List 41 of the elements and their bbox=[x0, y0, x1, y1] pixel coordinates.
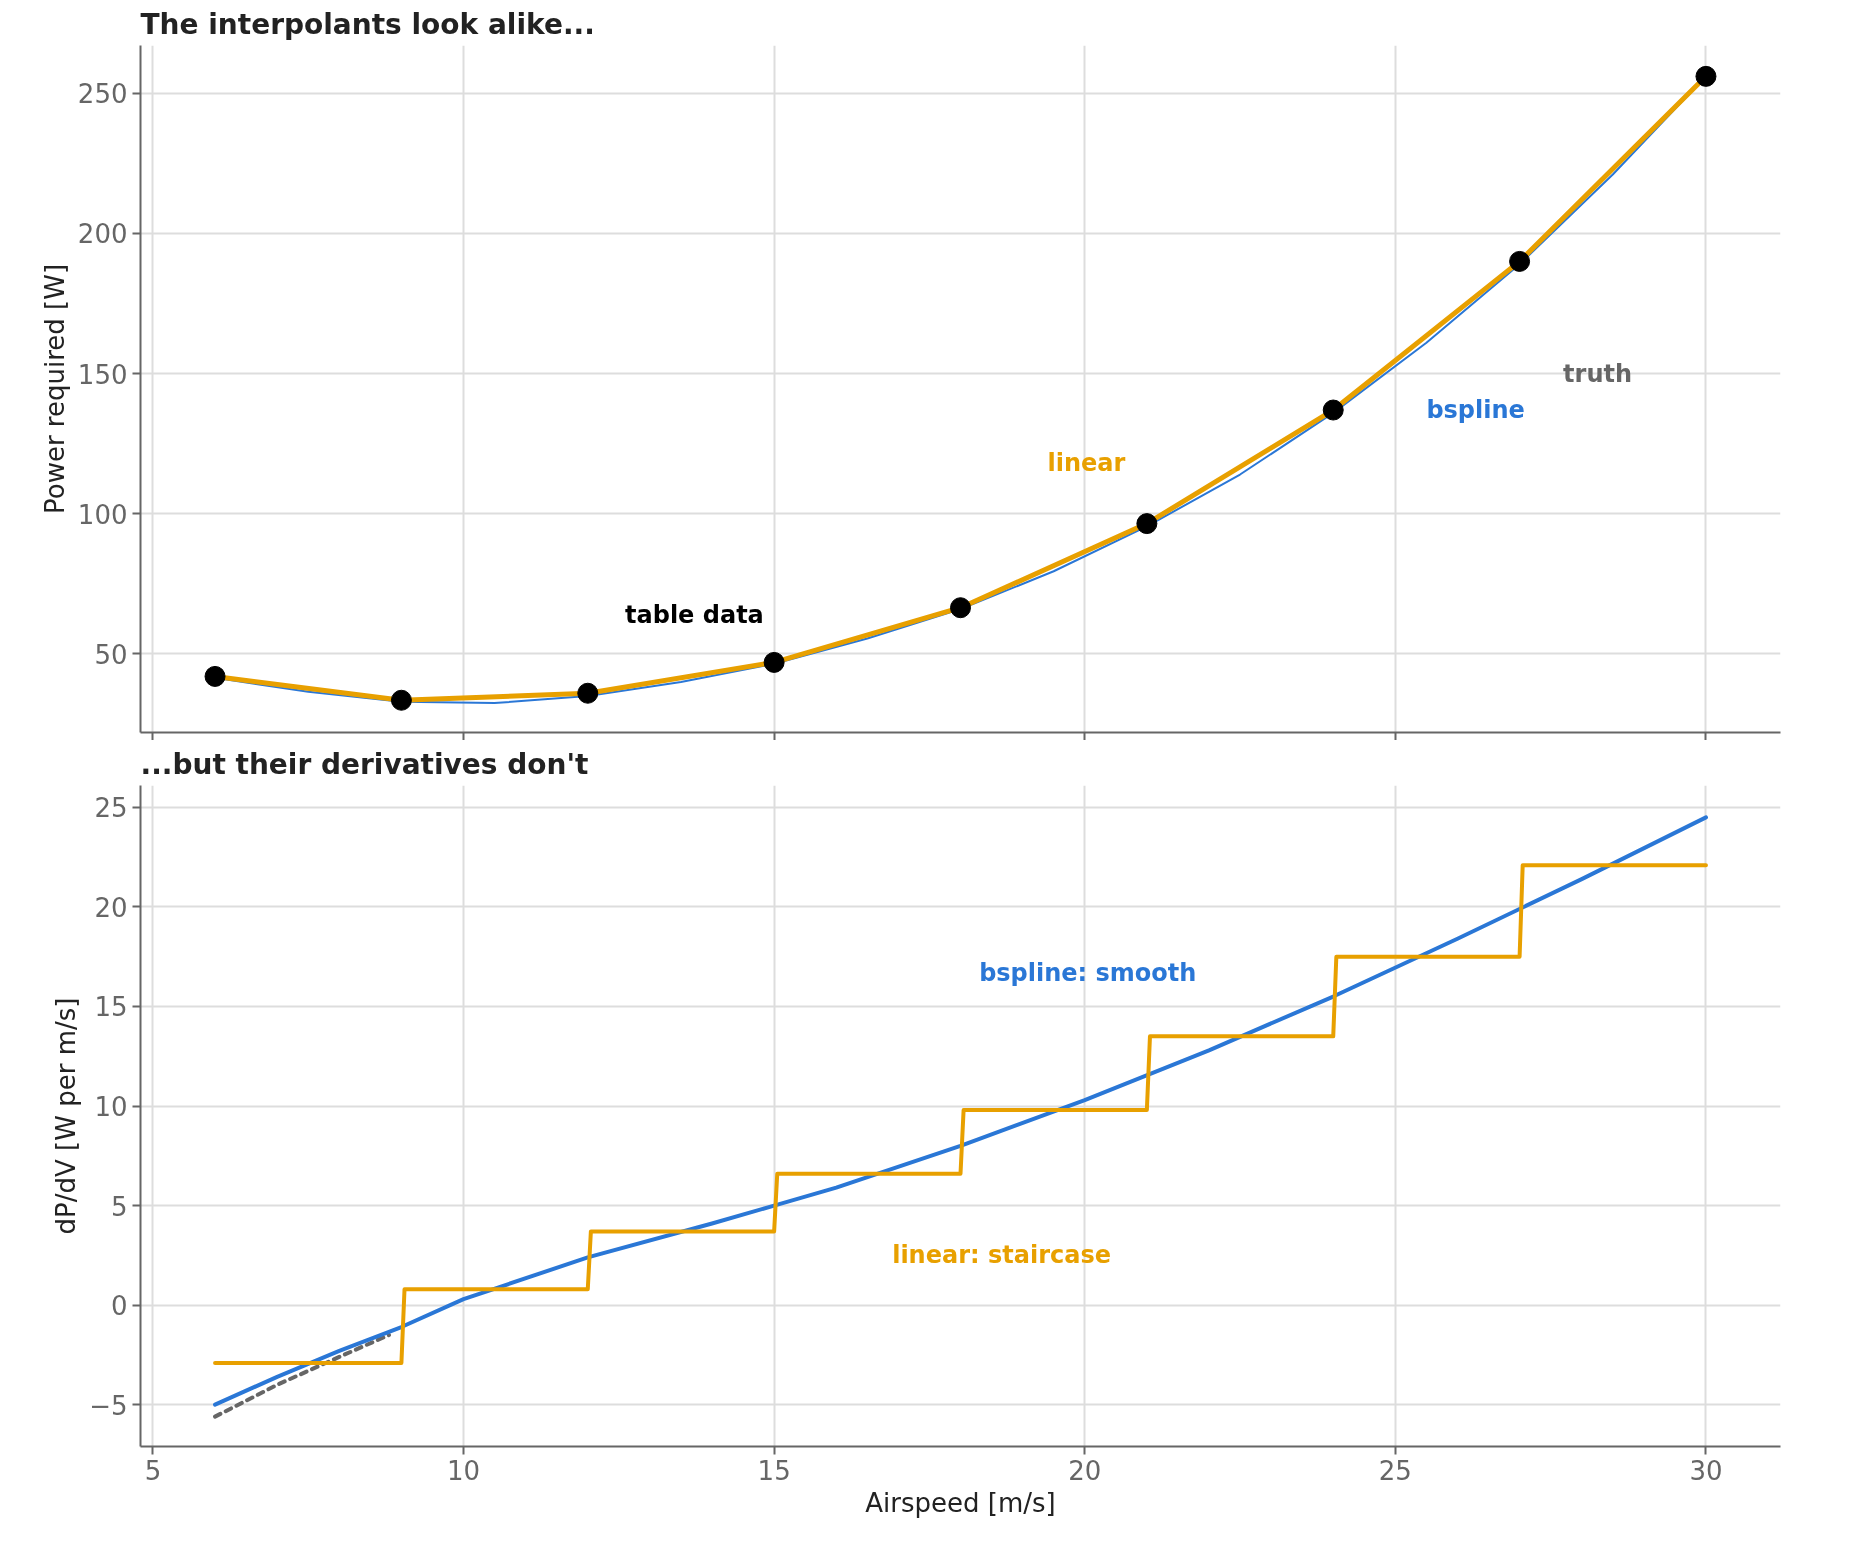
x-tick-label: 20 bbox=[1068, 1455, 1102, 1486]
y-tick-label: 0 bbox=[110, 1291, 128, 1322]
chart-title: The interpolants look alike... bbox=[140, 7, 595, 41]
y-tick-label: 150 bbox=[77, 359, 128, 390]
y-tick-label: −5 bbox=[89, 1390, 128, 1421]
x-tick-label: 5 bbox=[144, 1455, 162, 1486]
point bbox=[1322, 399, 1344, 421]
point bbox=[577, 682, 599, 704]
point bbox=[1509, 250, 1531, 272]
y-tick-label: 200 bbox=[77, 219, 128, 250]
line-series bbox=[213, 1333, 391, 1419]
y-tick-label: 20 bbox=[94, 892, 128, 923]
point bbox=[1695, 65, 1717, 87]
point bbox=[1136, 513, 1158, 535]
text: linear: staircase bbox=[892, 1241, 1111, 1270]
y-tick-label: 10 bbox=[94, 1092, 128, 1123]
y-axis-title: Power required [W] bbox=[39, 263, 70, 515]
y-tick-label: 5 bbox=[110, 1191, 128, 1222]
point bbox=[950, 597, 971, 619]
line-series bbox=[213, 815, 1708, 1407]
point bbox=[204, 665, 226, 687]
point bbox=[390, 689, 412, 711]
y-tick-label: 50 bbox=[94, 639, 128, 670]
line-series bbox=[213, 863, 1708, 1365]
y-axis-title: dP/dV [W per m/s] bbox=[51, 997, 82, 1235]
point bbox=[763, 651, 785, 673]
series-label: bspline bbox=[1426, 396, 1525, 425]
x-tick-label: 25 bbox=[1378, 1455, 1412, 1486]
series-label: table data bbox=[625, 600, 764, 629]
text: linear bbox=[1047, 449, 1126, 478]
x-tick-label: 15 bbox=[757, 1455, 791, 1486]
x-tick-label: 30 bbox=[1689, 1455, 1723, 1486]
y-tick-label: 250 bbox=[77, 79, 128, 110]
y-tick-label: 25 bbox=[94, 793, 128, 824]
y-tick-label: 15 bbox=[94, 992, 128, 1023]
x-axis-title: Airspeed [m/s] bbox=[865, 1487, 1056, 1518]
y-tick-label: 100 bbox=[77, 499, 128, 530]
x-tick-label: 10 bbox=[446, 1455, 481, 1486]
chart-title: ...but their derivatives don't bbox=[140, 747, 589, 781]
annotation: truth bbox=[1563, 359, 1633, 388]
text: bspline: smooth bbox=[979, 958, 1197, 987]
